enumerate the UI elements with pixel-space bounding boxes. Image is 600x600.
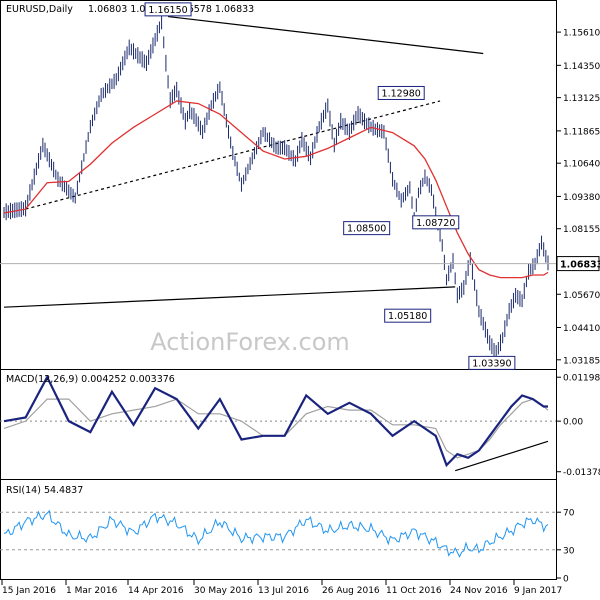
trendline bbox=[25, 100, 441, 210]
time-tick-label: 15 Jan 2016 bbox=[2, 586, 56, 596]
pivot-label: 1.05180 bbox=[388, 311, 427, 322]
time-tick-label: 14 Apr 2016 bbox=[128, 586, 184, 596]
price-panel-frame bbox=[0, 0, 557, 370]
current-price-box bbox=[556, 256, 600, 272]
macd-title: MACD(12,26,9) 0.004252 0.003376 bbox=[6, 374, 175, 385]
rsi-tick-label: 70 bbox=[563, 509, 575, 519]
price-annotations: 1.16150 1.12980 1.08500 1.08720 1.05180 1.033… bbox=[144, 2, 516, 370]
price-tick-label: 1.14350 bbox=[563, 62, 600, 72]
macd-line bbox=[3, 374, 548, 468]
pivot-label: 1.08500 bbox=[347, 224, 386, 235]
price-axis: 1.15610 1.14350 1.13125 1.11865 1.10640 1.093… bbox=[0, 29, 600, 366]
macd-layer: 0.011982 0.00 -0.013788 bbox=[0, 374, 600, 478]
time-tick-label: 26 Aug 2016 bbox=[322, 586, 380, 596]
pivot-label: 1.12980 bbox=[382, 88, 421, 99]
rsi-tick-label: 30 bbox=[563, 546, 575, 556]
macd-tick-label: 0.00 bbox=[563, 418, 583, 428]
trendline bbox=[167, 15, 484, 55]
symbol-label: EURUSD,Daily bbox=[6, 4, 73, 15]
time-tick-label: 30 May 2016 bbox=[194, 586, 253, 596]
pivot-label: 1.03390 bbox=[472, 358, 511, 369]
price-tick-label: 1.04410 bbox=[563, 324, 600, 334]
macd-tick-label: 0.011982 bbox=[563, 374, 600, 384]
rsi-panel-frame bbox=[0, 479, 557, 580]
moving-average bbox=[3, 100, 549, 279]
ma-line bbox=[3, 100, 549, 279]
time-tick-label: 24 Nov 2016 bbox=[450, 586, 508, 596]
price-trendlines bbox=[3, 15, 484, 308]
pivot-label: 1.16150 bbox=[148, 5, 187, 16]
macd-trendline bbox=[454, 440, 549, 472]
time-tick-label: 9 Jan 2017 bbox=[514, 586, 562, 596]
time-tick-label: 13 Jul 2016 bbox=[258, 586, 309, 596]
pivot-label-box bbox=[343, 221, 391, 236]
watermark: ActionForex.com bbox=[150, 328, 350, 356]
header-info: EURUSD,Daily 1.06803 1.07097 1.06578 1.0… bbox=[6, 4, 254, 15]
current-price-label: 1.06833 bbox=[560, 260, 600, 271]
rsi-line bbox=[3, 509, 549, 558]
price-tick-label: 1.03185 bbox=[563, 356, 600, 366]
pivot-label-box bbox=[384, 308, 432, 323]
trendline bbox=[3, 286, 456, 308]
pivot-label-box bbox=[412, 215, 460, 230]
price-tick-label: 1.15610 bbox=[563, 29, 600, 39]
pivot-label: 1.08720 bbox=[416, 218, 455, 229]
price-tick-label: 1.13125 bbox=[563, 94, 600, 104]
time-tick-label: 1 Mar 2016 bbox=[66, 586, 118, 596]
time-axis: 15 Jan 2016 1 Mar 2016 14 Apr 2016 30 May 2… bbox=[1, 580, 562, 596]
pivot-label-box bbox=[377, 85, 425, 100]
pivot-label-box bbox=[468, 355, 516, 370]
macd-tick-label: -0.013788 bbox=[563, 468, 600, 478]
macd-panel-frame bbox=[0, 369, 557, 480]
pivot-label-box bbox=[144, 2, 192, 17]
price-tick-label: 1.05670 bbox=[563, 291, 600, 301]
price-tick-label: 1.10640 bbox=[563, 160, 600, 170]
rsi-title: RSI(14) 54.4837 bbox=[6, 485, 83, 496]
price-tick-label: 1.09380 bbox=[563, 193, 600, 203]
rsi-layer: 70 30 0 bbox=[0, 509, 575, 585]
price-bars bbox=[3, 12, 549, 362]
rsi-tick-label: 0 bbox=[563, 575, 569, 585]
price-tick-label: 1.08155 bbox=[563, 225, 600, 235]
price-tick-label: 1.11865 bbox=[563, 127, 600, 137]
time-tick-label: 11 Oct 2016 bbox=[386, 586, 442, 596]
